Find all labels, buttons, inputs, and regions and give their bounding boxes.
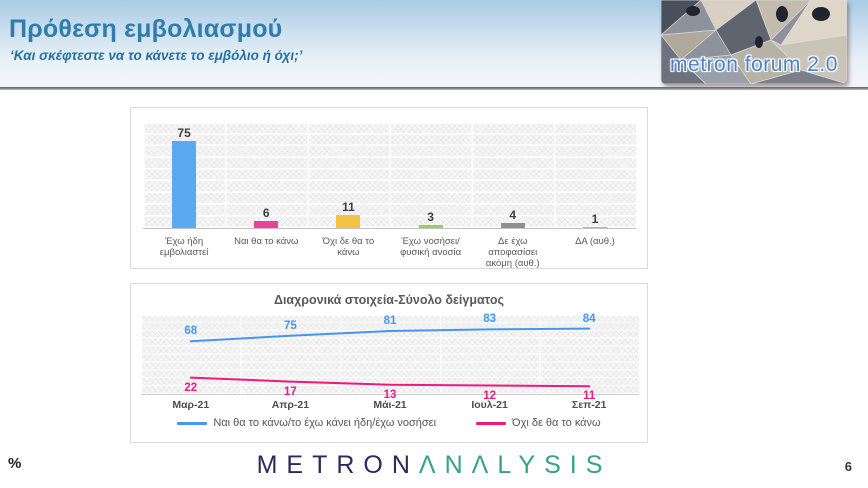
bar-value-label: 4 <box>509 208 517 223</box>
metron-analysis-wordmark: METRONΛNΛLYSIS <box>0 451 868 480</box>
bar-column: 4 <box>472 124 554 228</box>
bar-category-label: Έχω νοσήσει/φυσική ανοσία <box>400 236 462 259</box>
mosaic-photo-icon <box>661 0 847 84</box>
point-value-label: 68 <box>184 325 198 338</box>
point-value-label: 81 <box>383 315 397 328</box>
line-category-label: Απρ-21 <box>271 399 310 411</box>
line-category-label: Μάι-21 <box>373 399 407 411</box>
point-value-label: 75 <box>283 319 297 332</box>
bar-column: 11 <box>307 124 389 228</box>
metron-forum-logo: metron forum 2.0 <box>661 0 847 84</box>
gridlines <box>143 124 636 228</box>
percent-unit-label: % <box>8 455 22 472</box>
line-chart-title: Διαχρονικά στοιχεία-Σύνολο δείγματος <box>273 293 505 307</box>
point-value-label: 11 <box>583 390 596 403</box>
bar-chart-plot-area: 75 6 11 3 4 1 <box>143 124 636 229</box>
legend-label: Ναι θα το κάνω/το έχω κάνει ήδη/έχω νοσή… <box>213 417 437 429</box>
bar <box>254 221 279 228</box>
point-value-label: 84 <box>582 312 596 325</box>
logo-wordmark: metron forum 2.0 <box>670 53 838 76</box>
bar <box>418 224 443 228</box>
bar-category-label: Όχι δε θα το κάνω <box>322 236 375 259</box>
page-number: 6 <box>844 459 852 474</box>
bar-value-label: 11 <box>342 200 355 215</box>
bar-value-label: 6 <box>262 206 270 220</box>
trend-line <box>189 376 591 388</box>
bar-column: 1 <box>554 124 636 228</box>
line-chart-plot-area: 68 75 81 83 84 22 17 13 12 11 <box>141 312 639 402</box>
legend-label: Όχι δε θα το κάνω <box>512 417 601 429</box>
bar <box>336 215 361 228</box>
point-value-label: 13 <box>383 388 397 401</box>
page-subtitle: ‘Και σκέφτεστε να το κάνετε το εμβόλιο ή… <box>10 48 303 63</box>
line-chart-legend: Ναι θα το κάνω/το έχω κάνει ήδη/έχω νοσή… <box>131 417 647 429</box>
bar <box>500 223 525 228</box>
bar-column: 75 <box>143 124 225 228</box>
legend-line-swatch-icon <box>476 421 507 425</box>
trend-line <box>189 327 591 343</box>
bar-category-axis: Έχω ήδη εμβολιαστεί Ναι θα το κάνω Όχι δε … <box>143 236 636 270</box>
header-band: Πρόθεση εμβολιασμού ‘Και σκέφτεστε να το… <box>0 0 868 87</box>
line-chart-card: Διαχρονικά στοιχεία-Σύνολο δείγματος 68 7… <box>130 283 648 443</box>
point-value-label: 83 <box>483 313 496 326</box>
brand-analysis: ΛNΛLYSIS <box>418 451 612 479</box>
bar-column: 3 <box>390 124 472 228</box>
trend-lines <box>189 327 591 388</box>
point-value-label: 12 <box>483 389 496 402</box>
bar-category-label: ΔΑ (αυθ.) <box>575 236 615 247</box>
line-category-label: Ιουλ-21 <box>471 399 508 411</box>
page-title: Πρόθεση εμβολιασμού <box>9 15 283 43</box>
brand-metron: METRON <box>256 451 419 479</box>
bar-series: 75 6 11 3 4 1 <box>143 124 636 228</box>
bar <box>172 140 197 228</box>
bar-value-label: 3 <box>427 209 434 224</box>
line-category-label: Σεπ-21 <box>571 399 607 411</box>
legend-line-swatch-icon <box>177 421 208 425</box>
bar-category-label: Έχω ήδη εμβολιαστεί <box>159 236 209 259</box>
bar <box>582 226 607 228</box>
bar-value-label: 75 <box>177 125 191 140</box>
bar-category-label: Δε έχω αποφασίσει ακόμη (αυθ.) <box>485 236 540 270</box>
bar-column: 6 <box>225 124 307 228</box>
point-value-label: 22 <box>184 381 198 394</box>
legend-item: Ναι θα το κάνω/το έχω κάνει ήδη/έχω νοσή… <box>177 417 436 429</box>
bar-value-label: 1 <box>591 211 599 226</box>
point-value-label: 17 <box>283 385 297 398</box>
header-divider <box>0 87 868 90</box>
line-category-axis: Μαρ-21 Απρ-21 Μάι-21 Ιουλ-21 Σεπ-21 <box>141 399 639 411</box>
line-category-label: Μαρ-21 <box>172 399 210 411</box>
legend-item: Όχι δε θα το κάνω <box>476 417 601 429</box>
bar-category-label: Ναι θα το κάνω <box>234 236 299 247</box>
bar-chart-card: 75 6 11 3 4 1 Έχω ήδη εμβολιαστεί Ναι θα το κά… <box>130 107 648 269</box>
